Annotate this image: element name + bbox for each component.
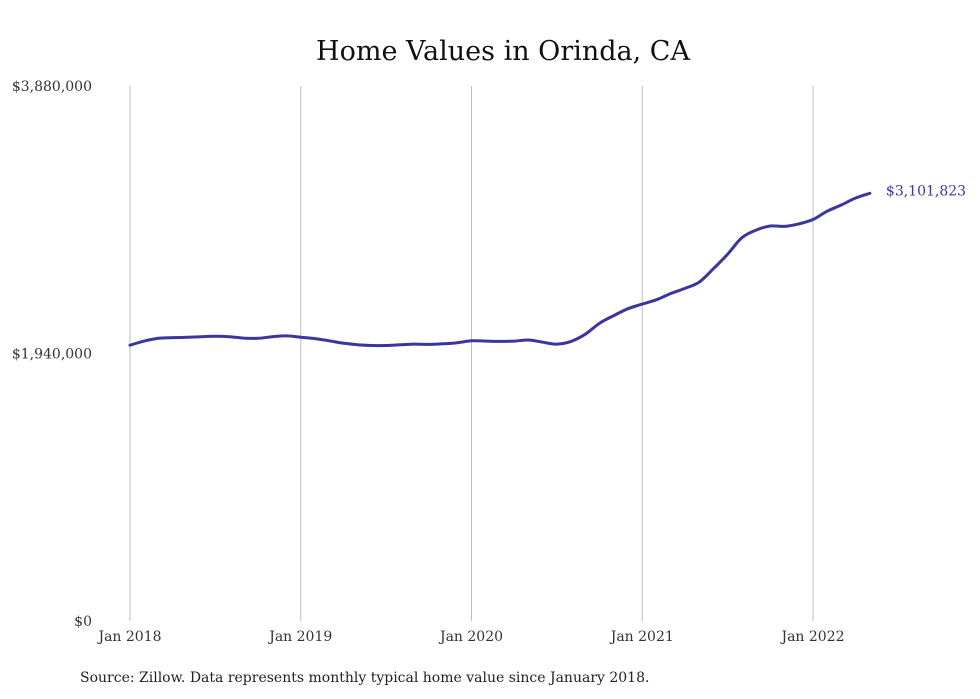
data-point <box>186 336 188 338</box>
data-point <box>556 343 558 345</box>
y-tick-label: $3,880,000 <box>12 79 92 95</box>
data-point <box>741 237 743 239</box>
data-point <box>769 225 771 227</box>
data-point <box>655 299 657 301</box>
data-point <box>812 218 814 220</box>
series-layer: $3,101,823 <box>128 183 966 348</box>
data-point <box>243 337 245 339</box>
data-point <box>499 340 501 342</box>
data-point <box>698 281 700 283</box>
data-point <box>285 335 287 337</box>
data-point <box>442 343 444 345</box>
data-point <box>342 342 344 344</box>
y-tick-label: $1,940,000 <box>12 347 92 363</box>
series-line <box>128 191 872 348</box>
data-point <box>755 229 757 231</box>
data-point <box>456 342 458 344</box>
data-point <box>200 336 202 338</box>
data-point <box>129 344 131 346</box>
data-point <box>726 253 728 255</box>
data-point <box>712 268 714 270</box>
data-point <box>798 223 800 225</box>
data-point <box>328 340 330 342</box>
data-point <box>570 340 572 342</box>
data-point <box>485 340 487 342</box>
data-point <box>869 192 871 194</box>
data-point <box>357 344 359 346</box>
x-tick-label: Jan 2019 <box>267 629 332 645</box>
data-point <box>527 339 529 341</box>
y-axis-ticks: $0 $1,940,000 $3,880,000 <box>12 79 92 630</box>
x-tick-label: Jan 2018 <box>96 629 161 645</box>
data-point <box>157 337 159 339</box>
data-point <box>428 343 430 345</box>
data-point <box>371 344 373 346</box>
end-value-label: $3,101,823 <box>886 183 966 199</box>
data-point <box>143 340 145 342</box>
x-tick-label: Jan 2022 <box>779 629 844 645</box>
data-point <box>172 336 174 338</box>
data-point <box>413 343 415 345</box>
source-note: Source: Zillow. Data represents monthly … <box>80 670 649 686</box>
data-point <box>684 287 686 289</box>
data-point <box>670 292 672 294</box>
data-point <box>513 340 515 342</box>
data-point <box>826 210 828 212</box>
data-point <box>613 314 615 316</box>
data-point <box>840 204 842 206</box>
y-tick-label: $0 <box>74 614 92 630</box>
data-point <box>214 335 216 337</box>
data-point <box>314 337 316 339</box>
data-point <box>271 336 273 338</box>
x-tick-label: Jan 2021 <box>609 629 674 645</box>
data-point <box>470 340 472 342</box>
x-tick-label: Jan 2020 <box>438 629 503 645</box>
data-point <box>584 333 586 335</box>
chart-title: Home Values in Orinda, CA <box>316 36 690 67</box>
data-point <box>228 336 230 338</box>
data-point <box>598 322 600 324</box>
data-point <box>541 341 543 343</box>
data-point <box>300 336 302 338</box>
data-point <box>257 337 259 339</box>
data-point <box>641 303 643 305</box>
data-point <box>855 197 857 199</box>
data-point <box>399 344 401 346</box>
x-axis-ticks: Jan 2018 Jan 2019 Jan 2020 Jan 2021 Jan 2022 <box>96 629 844 645</box>
data-point <box>385 344 387 346</box>
gridlines <box>129 86 814 621</box>
data-point <box>783 225 785 227</box>
data-point <box>627 308 629 310</box>
